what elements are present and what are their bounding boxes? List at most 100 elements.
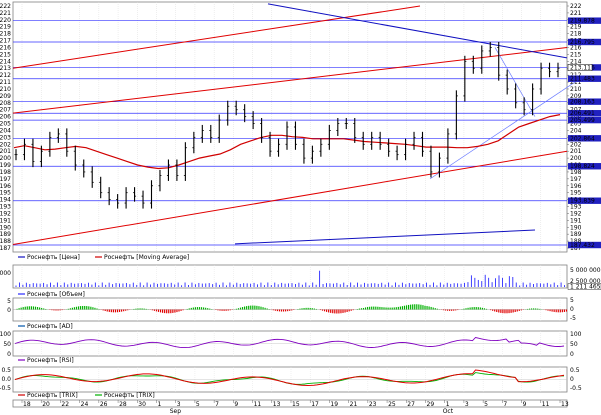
rsi-left-label: 100 [0, 331, 11, 338]
x-day-label: 1 [158, 401, 162, 408]
resistance-trendline [267, 3, 568, 59]
y-tick-label: 219 [570, 24, 582, 31]
x-day-label: 1 [446, 401, 450, 408]
rsi-tick-label: 0 [570, 351, 574, 358]
x-day-label: 27 [407, 401, 415, 408]
x-day-label: 30 [138, 401, 146, 408]
horizontal-levels [13, 20, 567, 246]
ad-tick-label: 5 [570, 297, 574, 304]
x-day-label: 21 [350, 401, 358, 408]
y-tick-label-left: 209 [0, 93, 11, 100]
x-day-label: 13 [561, 401, 569, 408]
legend-label: Роснефть [Moving Average] [104, 254, 189, 261]
x-day-label: 20 [42, 401, 50, 408]
support-trendline [234, 229, 536, 245]
rsi-left-label: 50 [3, 341, 11, 348]
trix-tick-label: 0.5 [570, 367, 580, 374]
x-axis-bar [12, 399, 568, 408]
y-tick-label: 218 [570, 31, 582, 38]
y-tick-label: 192 [570, 210, 582, 217]
x-day-label: 17 [311, 401, 319, 408]
y-tick-label: 193 [570, 204, 582, 211]
price-tag-box [568, 98, 601, 105]
grid-lines [21, 2, 561, 392]
y-tick-label-left: 201 [0, 148, 11, 155]
volume-left-label: 0.000 [0, 270, 11, 277]
y-tick-label-left: 199 [0, 162, 11, 169]
y-tick-label: 198 [570, 169, 582, 176]
y-tick-label-left: 206 [0, 114, 11, 121]
y-tick-label-left: 196 [0, 183, 11, 190]
y-tick-label: 189 [570, 231, 582, 238]
y-tick-label-left: 215 [0, 51, 11, 58]
x-day-label: 29 [427, 401, 435, 408]
legend-label: Роснефть [TRIX] [27, 392, 78, 399]
price-tag-label: 198.824 [570, 163, 595, 170]
price-tags: 219.878216.795213.116211.483208.163206.4… [567, 17, 601, 249]
x-day-label: 15 [292, 401, 300, 408]
main-pane[interactable] [12, 1, 568, 253]
y-tick-label: 216 [570, 44, 582, 51]
x-day-label: 25 [388, 401, 396, 408]
volume-tick-label: 2 500 000 [570, 278, 601, 285]
y-tick-label-left: 197 [0, 176, 11, 183]
x-day-label: 23 [369, 401, 377, 408]
x-day-label: 7 [215, 401, 219, 408]
price-tag-box [568, 135, 601, 142]
price-tag-label: 187.432 [570, 242, 595, 249]
y-tick-label: 215 [570, 51, 582, 58]
price-tag-label: 202.864 [570, 135, 595, 142]
y-tick-label: 200 [570, 155, 582, 162]
price-tag-box [568, 38, 601, 46]
rsi-left-label: 0 [7, 351, 11, 358]
y-tick-label-left: 213 [0, 65, 11, 72]
legend-label: Роснефть [Цена] [27, 254, 80, 261]
x-day-label: 5 [196, 401, 200, 408]
y-tick-label: 191 [570, 217, 582, 224]
y-tick-label: 196 [570, 183, 582, 190]
price-tag-box [568, 163, 601, 170]
y-tick-label: 211 [570, 79, 582, 86]
volume-tick-label: 5 000 000 [570, 267, 601, 274]
y-tick-label-left: 192 [0, 210, 11, 217]
y-tick-label-left: 210 [0, 86, 11, 93]
x-day-label: 3 [465, 401, 469, 408]
y-tick-label: 197 [570, 176, 582, 183]
channel-line [12, 150, 568, 246]
y-tick-label: 222 [570, 3, 582, 10]
price-tag-label: 211.483 [570, 76, 595, 83]
last-price-box [567, 64, 593, 71]
price-tag-label: 205.499 [570, 117, 595, 124]
trix-left-label: 0.0 [1, 376, 11, 383]
price-bars [14, 41, 560, 209]
channel-line [12, 5, 421, 69]
rsi-line [14, 337, 565, 349]
y-tick-label-left: 208 [0, 100, 11, 107]
trix-tick-label: 0 [570, 376, 574, 383]
legend-label: Роснефть [TRIX] [104, 392, 155, 399]
x-day-label: 19 [330, 401, 338, 408]
x-day-label: 11 [254, 401, 262, 408]
x-day-label: 28 [119, 401, 127, 408]
y-tick-label-left: 202 [0, 141, 11, 148]
price-tag-box [568, 197, 601, 204]
rsi-tick-label: 50 [570, 341, 578, 348]
y-tick-label: 195 [570, 190, 582, 197]
rsi-tick-label: 100 [570, 331, 582, 338]
pullback-line [494, 47, 536, 117]
legend-label: Роснефть [RSI] [27, 357, 74, 364]
y-tick-label: 214 [570, 58, 582, 65]
y-tick-label: 221 [570, 10, 582, 17]
volume-last-box [567, 283, 601, 290]
price-tag-box [568, 116, 601, 124]
volume-pane[interactable] [12, 264, 568, 289]
y-tick-label-left: 205 [0, 121, 11, 128]
price-tag-label: 216.795 [570, 39, 595, 46]
y-tick-label: 205 [570, 121, 582, 128]
y-tick-label-left: 191 [0, 217, 11, 224]
x-day-label: 26 [100, 401, 108, 408]
y-tick-label: 209 [570, 93, 582, 100]
y-tick-label-left: 220 [0, 17, 11, 24]
